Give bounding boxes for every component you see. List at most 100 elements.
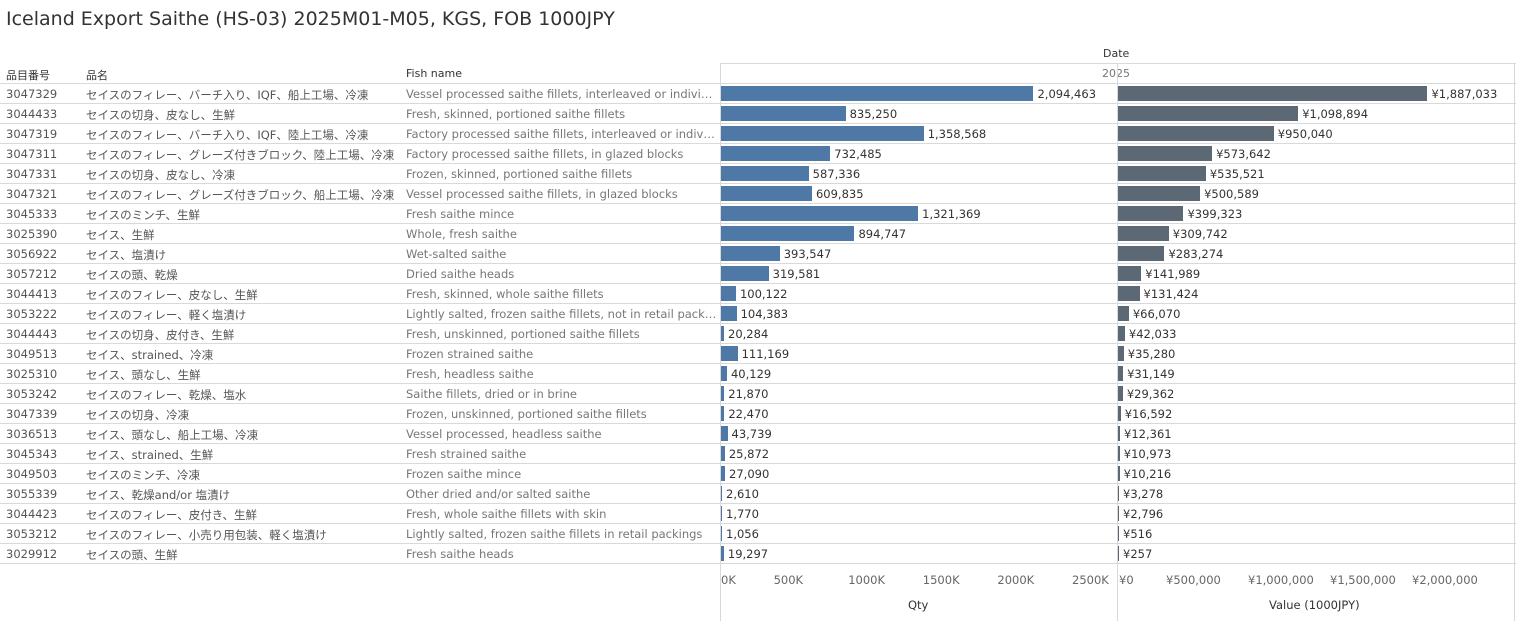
qty-bar[interactable] — [721, 486, 722, 501]
qty-data-label: 43,739 — [731, 427, 772, 441]
value-bar[interactable] — [1118, 506, 1119, 521]
value-data-label: ¥1,098,894 — [1302, 107, 1369, 121]
item-code: 3049503 — [6, 467, 58, 481]
qty-bar[interactable] — [721, 206, 919, 221]
item-name-ja: セイスの切身、皮付き、生鮮 — [86, 328, 235, 342]
table-row: 3047311 セイスのフィレー、グレーズ付きブロック、陸上工場、冷凍 Factor… — [0, 144, 1516, 164]
row-separator — [0, 183, 1516, 184]
value-bar[interactable] — [1118, 266, 1142, 281]
qty-data-label: 894,747 — [858, 227, 907, 241]
qty-data-label: 19,297 — [727, 547, 769, 561]
value-bar[interactable] — [1118, 206, 1184, 221]
value-tick-label: ¥0 — [1119, 573, 1134, 587]
value-bar[interactable] — [1118, 466, 1120, 481]
fish-name: Wet-salted saithe — [406, 247, 507, 261]
row-separator — [0, 223, 1516, 224]
item-name-ja: セイス、塩漬け — [86, 248, 167, 262]
qty-bar[interactable] — [721, 506, 722, 521]
qty-bar[interactable] — [721, 386, 725, 401]
value-bar[interactable] — [1118, 166, 1206, 181]
qty-tick-label: 1500K — [922, 573, 960, 587]
qty-bar[interactable] — [721, 526, 722, 541]
fish-name: Factory processed saithe fillets, interl… — [406, 127, 718, 141]
qty-bar[interactable] — [721, 86, 1034, 101]
value-bar[interactable] — [1118, 286, 1140, 301]
item-code: 3047321 — [6, 187, 58, 201]
value-bar[interactable] — [1118, 426, 1121, 441]
value-bar[interactable] — [1118, 246, 1165, 261]
value-bar[interactable] — [1118, 86, 1428, 101]
qty-bar[interactable] — [721, 186, 812, 201]
item-code: 3044433 — [6, 107, 58, 121]
item-name-ja: セイス、頭なし、船上工場、冷凍 — [86, 428, 259, 442]
value-bar[interactable] — [1118, 406, 1121, 421]
value-bar[interactable] — [1118, 146, 1213, 161]
item-code: 3044413 — [6, 287, 58, 301]
item-code: 3053212 — [6, 527, 58, 541]
value-data-label: ¥500,589 — [1204, 187, 1259, 201]
qty-tick-label: 2500K — [1072, 573, 1109, 587]
qty-bar[interactable] — [721, 306, 737, 321]
table-row: 3047331 セイスの切身、皮なし、冷凍 Frozen, skinned, por… — [0, 164, 1516, 184]
qty-bar[interactable] — [721, 346, 738, 361]
row-separator — [0, 343, 1516, 344]
value-bar[interactable] — [1118, 106, 1299, 121]
value-bar[interactable] — [1118, 326, 1125, 341]
value-tick-label: ¥500,000 — [1166, 573, 1221, 587]
item-name-ja: セイスのフィレー、乾燥、塩水 — [86, 388, 247, 402]
qty-bar[interactable] — [721, 166, 809, 181]
row-separator — [0, 363, 1516, 364]
row-separator — [0, 543, 1516, 544]
name-ja-column-header: 品名 — [86, 69, 108, 82]
value-tick-label: ¥1,500,000 — [1330, 573, 1396, 587]
item-name-ja: セイス、頭なし、生鮮 — [86, 368, 201, 382]
item-code: 3053222 — [6, 307, 58, 321]
qty-bar[interactable] — [721, 246, 780, 261]
chart-title: Iceland Export Saithe (HS-03) 2025M01-M0… — [6, 8, 615, 30]
value-bar[interactable] — [1118, 186, 1201, 201]
item-name-ja: セイスのミンチ、冷凍 — [86, 468, 200, 482]
qty-bar[interactable] — [721, 106, 846, 121]
value-bar[interactable] — [1118, 526, 1119, 541]
table-row: 3047321 セイスのフィレー、グレーズ付きブロック、船上工場、冷凍 Vessel… — [0, 184, 1516, 204]
value-bar[interactable] — [1118, 346, 1124, 361]
row-separator — [0, 443, 1516, 444]
value-bar[interactable] — [1118, 446, 1120, 461]
item-name-ja: セイス、生鮮 — [86, 228, 155, 242]
item-code: 3055339 — [6, 487, 58, 501]
qty-data-label: 40,129 — [730, 367, 772, 381]
qty-bar[interactable] — [721, 286, 736, 301]
value-bar[interactable] — [1118, 366, 1124, 381]
table-row: 3044413 セイスのフィレー、皮なし、生鮮 Fresh, skinned, wh… — [0, 284, 1516, 304]
qty-bar[interactable] — [721, 326, 725, 341]
value-bar[interactable] — [1118, 546, 1119, 561]
row-separator — [0, 203, 1516, 204]
qty-bar[interactable] — [721, 126, 924, 141]
value-data-label: ¥257 — [1123, 547, 1153, 561]
qty-bar[interactable] — [721, 466, 726, 481]
qty-bar[interactable] — [721, 226, 855, 241]
row-separator — [0, 123, 1516, 124]
qty-data-label: 1,770 — [726, 507, 759, 521]
fish-name: Other dried and/or salted saithe — [406, 487, 591, 501]
item-name-ja: セイス、strained、冷凍 — [86, 348, 214, 362]
qty-bar[interactable] — [721, 446, 725, 461]
qty-data-label: 2,610 — [726, 487, 759, 501]
qty-data-label: 27,090 — [729, 467, 770, 481]
qty-bar[interactable] — [721, 366, 727, 381]
item-name-ja: セイス、strained、生鮮 — [86, 448, 214, 462]
value-bar[interactable] — [1118, 306, 1129, 321]
qty-bar[interactable] — [721, 266, 769, 281]
row-separator — [0, 403, 1516, 404]
value-bar[interactable] — [1118, 126, 1274, 141]
value-bar[interactable] — [1118, 486, 1119, 501]
qty-bar[interactable] — [721, 406, 725, 421]
value-data-label: ¥535,521 — [1209, 167, 1265, 181]
qty-bar[interactable] — [721, 146, 831, 161]
qty-bar[interactable] — [721, 426, 728, 441]
qty-bar[interactable] — [721, 546, 724, 561]
qty-data-label: 2,094,463 — [1037, 87, 1097, 101]
value-bar[interactable] — [1118, 226, 1169, 241]
value-bar[interactable] — [1118, 386, 1123, 401]
qty-data-label: 1,358,568 — [927, 127, 987, 141]
